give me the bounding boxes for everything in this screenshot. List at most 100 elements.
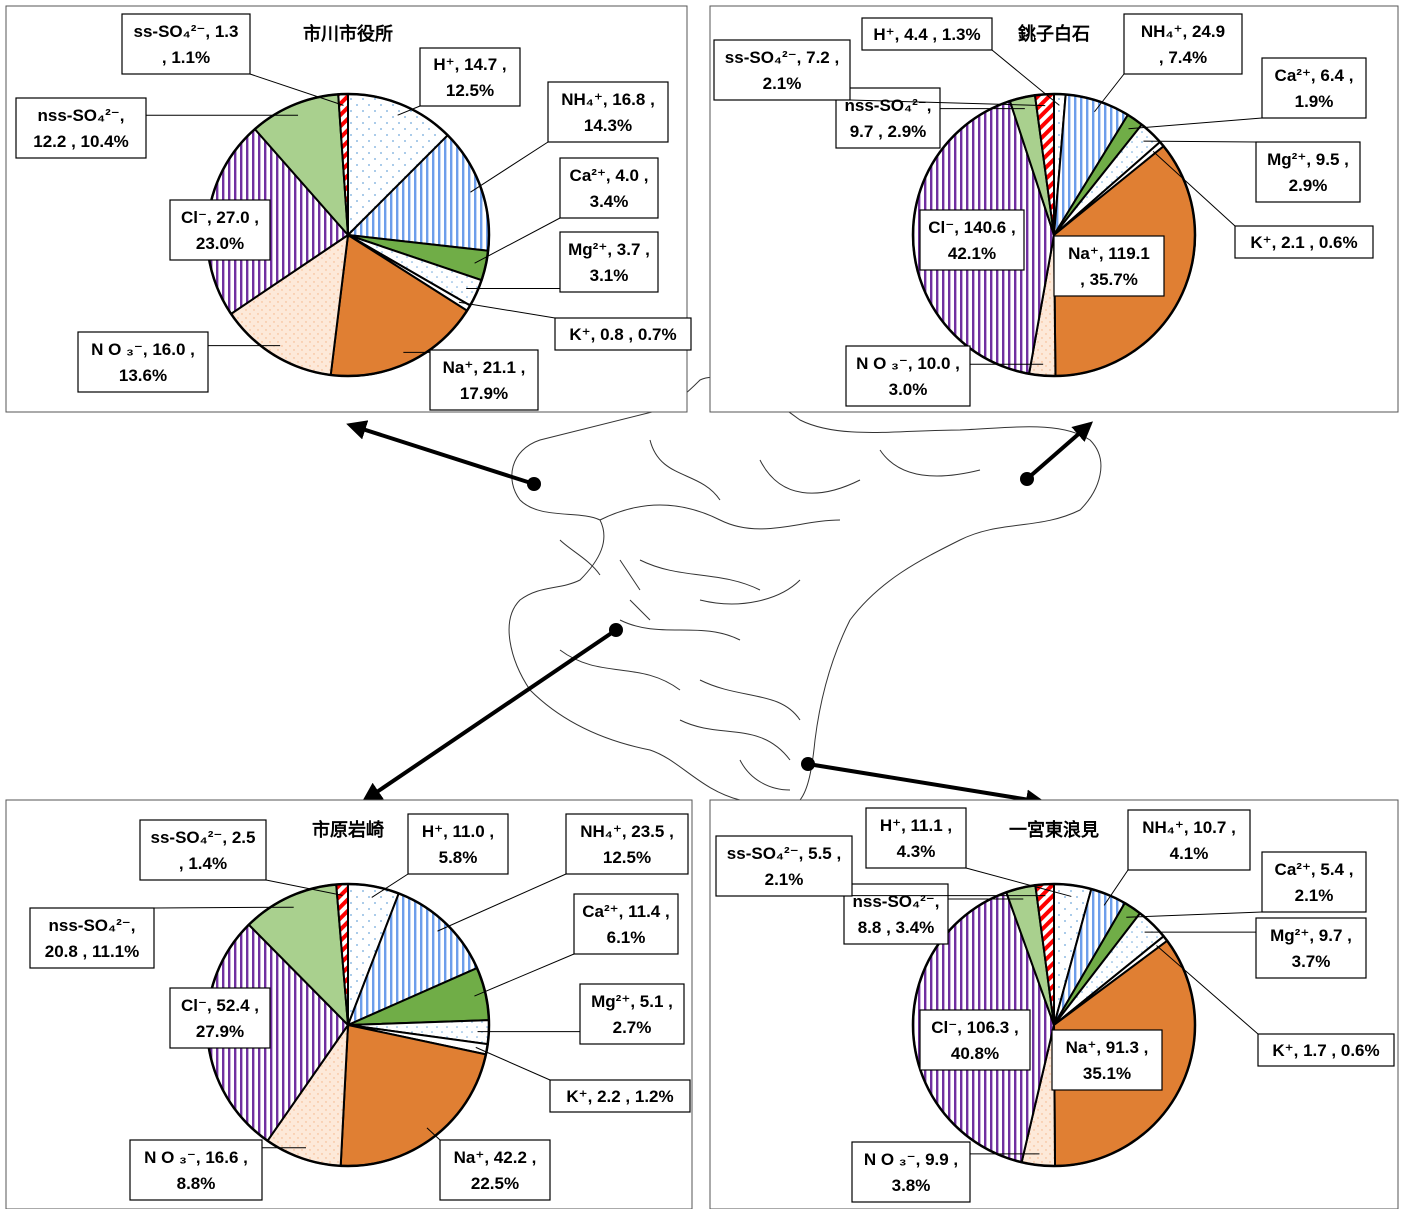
leader-line-K: [1156, 945, 1259, 1035]
data-label-box-NH4: [565, 813, 689, 875]
arrow-ichinomiya: [807, 762, 1046, 810]
data-label-Na-line1: , 35.7%: [1080, 270, 1138, 289]
data-label-NH4-line1: 12.5%: [603, 848, 651, 867]
leader-line-H: [965, 867, 1072, 897]
data-label-box-Na: [429, 349, 539, 411]
data-label-ss-line1: 2.1%: [765, 870, 804, 889]
leader-line-Ca: [1128, 117, 1263, 130]
data-label-NH4-line0: NH₄⁺, 24.9: [1141, 22, 1225, 41]
data-label-Cl-line1: 27.9%: [196, 1022, 244, 1041]
data-label-NO3-line1: 8.8%: [177, 1174, 216, 1193]
chart-title: 市原岩崎: [312, 819, 384, 841]
arrow-ichihara: [361, 628, 618, 803]
data-label-NO3-line1: 13.6%: [119, 366, 167, 385]
data-label-box-Mg: [559, 231, 659, 293]
data-label-Mg-line1: 3.7%: [1292, 952, 1331, 971]
data-label-Cl-line0: Cl⁻, 140.6 ,: [928, 218, 1015, 237]
data-label-H-line1: 4.3%: [897, 842, 936, 861]
data-label-box-NH4: [547, 81, 669, 143]
data-label-box-Ca: [573, 893, 679, 955]
data-label-Ca-line0: Ca²⁺, 6.4 ,: [1275, 66, 1354, 85]
data-label-Mg-line1: 2.9%: [1289, 176, 1328, 195]
data-label-box-Cl: [919, 209, 1025, 271]
data-label-box-NO3: [851, 1141, 971, 1203]
pie-panel-0: 市川市役所 H⁺, 14.7 , 12.5% NH₄⁺, 16.8 , 14.3% Ca²…: [5, 5, 692, 413]
data-label-Mg-line0: Mg²⁺, 9.5 ,: [1267, 150, 1349, 169]
data-label-NO3-line0: N O ₃⁻, 16.0 ,: [91, 340, 195, 359]
data-label-NH4-line1: , 7.4%: [1159, 48, 1207, 67]
data-label-box-NH4: [1127, 809, 1251, 871]
leader-line-NH4: [470, 141, 549, 193]
data-label-box-NO3: [845, 345, 971, 407]
leader-line-ss: [265, 879, 343, 896]
data-label-box-nss: [29, 907, 155, 969]
data-label-box-K: [1257, 1033, 1395, 1067]
data-label-box-K: [554, 317, 692, 351]
data-label-Mg-line0: Mg²⁺, 3.7 ,: [568, 240, 650, 259]
data-label-box-ss: [121, 13, 251, 75]
leader-line-Na: [426, 1127, 441, 1141]
leader-line-Ca: [474, 953, 575, 997]
data-label-Cl-line0: Cl⁻, 106.3 ,: [931, 1018, 1018, 1037]
site-marker-ichihara: [609, 623, 623, 637]
data-label-ss-line0: ss-SO₄²⁻, 5.5 ,: [727, 844, 841, 863]
data-label-Mg-line0: Mg²⁺, 5.1 ,: [591, 992, 673, 1011]
data-label-Na-line1: 17.9%: [460, 384, 508, 403]
data-label-Mg-line0: Mg²⁺, 9.7 ,: [1270, 926, 1352, 945]
site-marker-ichikawa: [527, 477, 541, 491]
data-label-Na-line0: Na⁺, 119.1: [1068, 244, 1150, 263]
data-label-box-nss: [15, 97, 147, 159]
leader-line-NH4: [437, 873, 567, 932]
data-label-nss-line1: 9.7 , 2.9%: [850, 122, 927, 141]
data-label-K-line0: K⁺, 2.1 , 0.6%: [1250, 233, 1357, 252]
leader-line-K: [1152, 151, 1236, 227]
data-label-NH4-line1: 14.3%: [584, 116, 632, 135]
data-label-Cl-line1: 23.0%: [196, 234, 244, 253]
pie-outline: [911, 92, 1197, 378]
arrow-choshi: [1025, 421, 1094, 481]
data-label-NH4-line0: NH₄⁺, 16.8 ,: [561, 90, 655, 109]
data-label-nss-line1: 8.8 , 3.4%: [858, 918, 935, 937]
data-label-box-ss: [715, 835, 853, 897]
data-label-box-Mg: [1255, 141, 1361, 203]
data-label-Ca-line0: Ca²⁺, 4.0 ,: [570, 166, 649, 185]
data-label-ss-line1: 2.1%: [763, 74, 802, 93]
leader-line-H: [991, 49, 1060, 106]
data-label-box-Mg: [579, 983, 685, 1045]
data-label-Na-line0: Na⁺, 42.2 ,: [454, 1148, 537, 1167]
data-label-NO3-line0: N O ₃⁻, 16.6 ,: [144, 1148, 248, 1167]
data-label-ss-line0: ss-SO₄²⁻, 2.5: [151, 828, 256, 847]
data-label-box-H: [407, 813, 509, 875]
arrows: [346, 420, 1094, 810]
leader-line-ss: [249, 73, 344, 106]
data-label-H-line0: H⁺, 11.0 ,: [422, 822, 494, 841]
pie-panel-1: 銚子白石 H⁺, 4.4 , 1.3% NH₄⁺, 24.9 , 7.4% Ca²⁺, …: [709, 5, 1399, 413]
data-label-nss-line0: nss-SO₄²⁻,: [845, 96, 932, 115]
data-label-NO3-line0: N O ₃⁻, 10.0 ,: [856, 354, 960, 373]
data-label-box-NH4: [1123, 13, 1243, 75]
data-label-K-line0: K⁺, 0.8 , 0.7%: [569, 325, 676, 344]
pie-panel-3: 一宮東浪見 H⁺, 11.1 , 4.3% NH₄⁺, 10.7 , 4.1% Ca²⁺,…: [709, 799, 1399, 1209]
data-label-box-H: [861, 17, 993, 51]
leader-line-Ca: [1126, 911, 1263, 918]
data-label-Cl-line1: 42.1%: [948, 244, 996, 263]
data-label-NO3-line1: 3.0%: [889, 380, 928, 399]
data-label-Na-line0: Na⁺, 91.3 ,: [1066, 1038, 1149, 1057]
data-label-box-ss: [139, 819, 267, 881]
data-label-nss-line0: nss-SO₄²⁻,: [853, 892, 940, 911]
data-label-Cl-line0: Cl⁻, 27.0 ,: [181, 208, 259, 227]
data-label-box-Na: [1051, 1029, 1163, 1091]
data-label-box-Mg: [1255, 917, 1367, 979]
data-label-Ca-line1: 6.1%: [607, 928, 646, 947]
data-label-H-line1: 5.8%: [439, 848, 478, 867]
data-label-box-NO3: [77, 331, 209, 393]
data-label-Cl-line0: Cl⁻, 52.4 ,: [181, 996, 259, 1015]
leader-line-nss: [153, 906, 294, 909]
data-label-Ca-line0: Ca²⁺, 5.4 ,: [1275, 860, 1354, 879]
leader-line-H: [371, 873, 409, 898]
data-label-box-Na: [439, 1139, 551, 1201]
data-label-nss-line0: nss-SO₄²⁻,: [49, 916, 136, 935]
chart-title: 市川市役所: [303, 23, 393, 45]
data-label-box-Na: [1053, 235, 1165, 297]
